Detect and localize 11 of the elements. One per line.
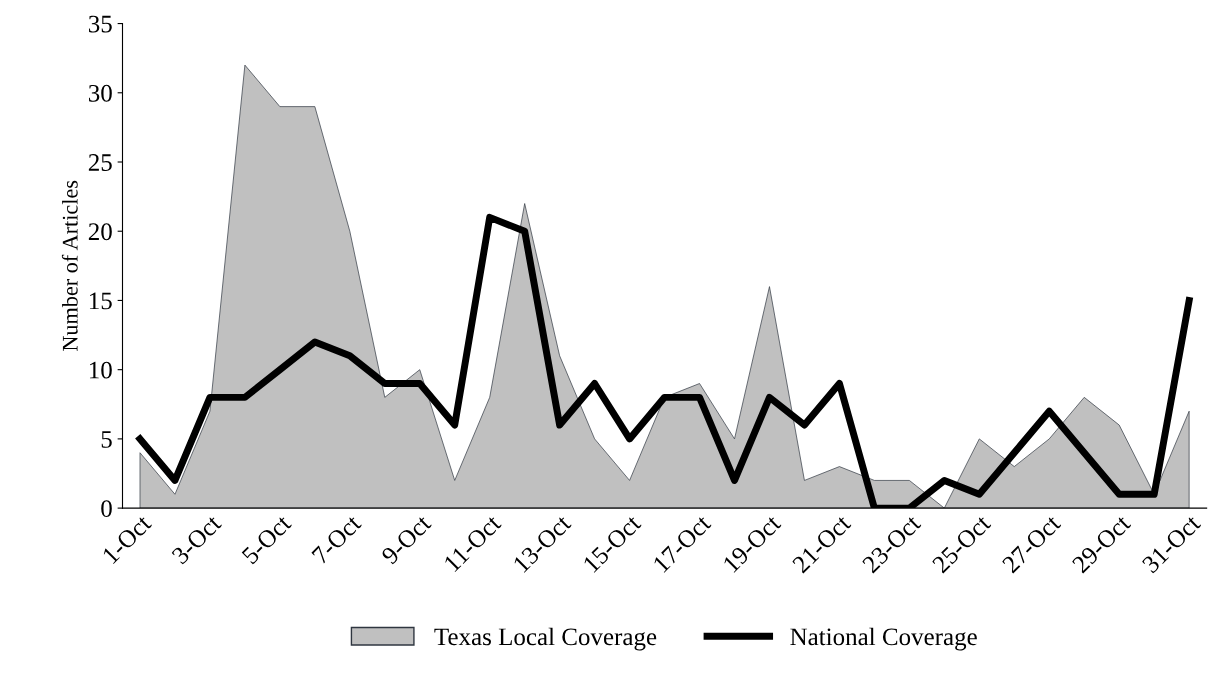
- y-tick-label: 15: [89, 292, 112, 310]
- y-axis-title: Number of Articles: [61, 180, 78, 351]
- legend-label: National Coverage: [790, 627, 977, 651]
- y-tick-label: 35: [88, 15, 112, 33]
- y-tick-label: 10: [89, 361, 112, 379]
- y-tick-label: 5: [101, 431, 112, 448]
- legend-label: Texas Local Coverage: [434, 627, 657, 651]
- y-tick-label: 0: [101, 500, 112, 518]
- y-tick-label: 25: [88, 154, 112, 171]
- y-tick-label: 20: [88, 223, 112, 241]
- y-tick-label: 30: [88, 84, 112, 102]
